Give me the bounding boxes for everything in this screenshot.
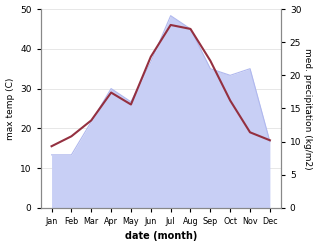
Y-axis label: med. precipitation (kg/m2): med. precipitation (kg/m2) bbox=[303, 48, 313, 169]
Y-axis label: max temp (C): max temp (C) bbox=[5, 77, 15, 140]
X-axis label: date (month): date (month) bbox=[125, 231, 197, 242]
